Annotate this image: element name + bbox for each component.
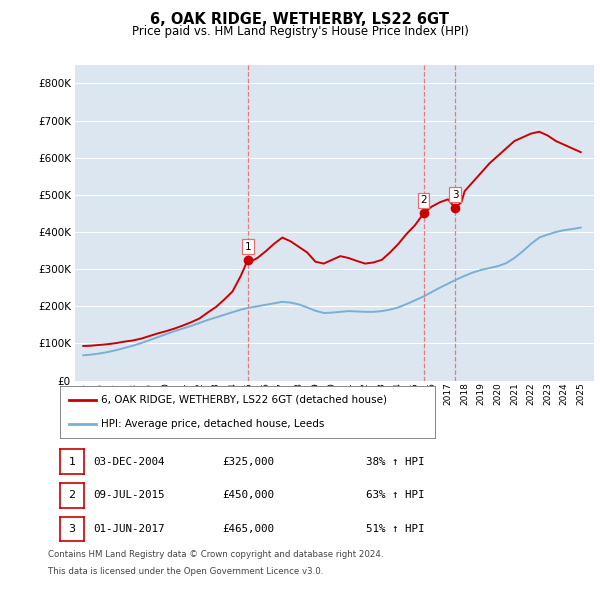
Text: £325,000: £325,000: [222, 457, 274, 467]
Text: £450,000: £450,000: [222, 490, 274, 500]
Text: 38% ↑ HPI: 38% ↑ HPI: [366, 457, 425, 467]
Text: 6, OAK RIDGE, WETHERBY, LS22 6GT (detached house): 6, OAK RIDGE, WETHERBY, LS22 6GT (detach…: [101, 395, 387, 405]
Text: 51% ↑ HPI: 51% ↑ HPI: [366, 524, 425, 534]
Text: 01-JUN-2017: 01-JUN-2017: [93, 524, 164, 534]
Text: 1: 1: [244, 242, 251, 252]
Text: 09-JUL-2015: 09-JUL-2015: [93, 490, 164, 500]
Text: This data is licensed under the Open Government Licence v3.0.: This data is licensed under the Open Gov…: [48, 567, 323, 576]
Text: 63% ↑ HPI: 63% ↑ HPI: [366, 490, 425, 500]
Text: Contains HM Land Registry data © Crown copyright and database right 2024.: Contains HM Land Registry data © Crown c…: [48, 550, 383, 559]
Text: Price paid vs. HM Land Registry's House Price Index (HPI): Price paid vs. HM Land Registry's House …: [131, 25, 469, 38]
Text: 3: 3: [68, 524, 76, 534]
Text: £465,000: £465,000: [222, 524, 274, 534]
Text: 03-DEC-2004: 03-DEC-2004: [93, 457, 164, 467]
Text: 6, OAK RIDGE, WETHERBY, LS22 6GT: 6, OAK RIDGE, WETHERBY, LS22 6GT: [151, 12, 449, 27]
Text: 1: 1: [68, 457, 76, 467]
Text: 2: 2: [420, 195, 427, 205]
Text: HPI: Average price, detached house, Leeds: HPI: Average price, detached house, Leed…: [101, 419, 325, 429]
Text: 2: 2: [68, 490, 76, 500]
Text: 3: 3: [452, 190, 458, 199]
